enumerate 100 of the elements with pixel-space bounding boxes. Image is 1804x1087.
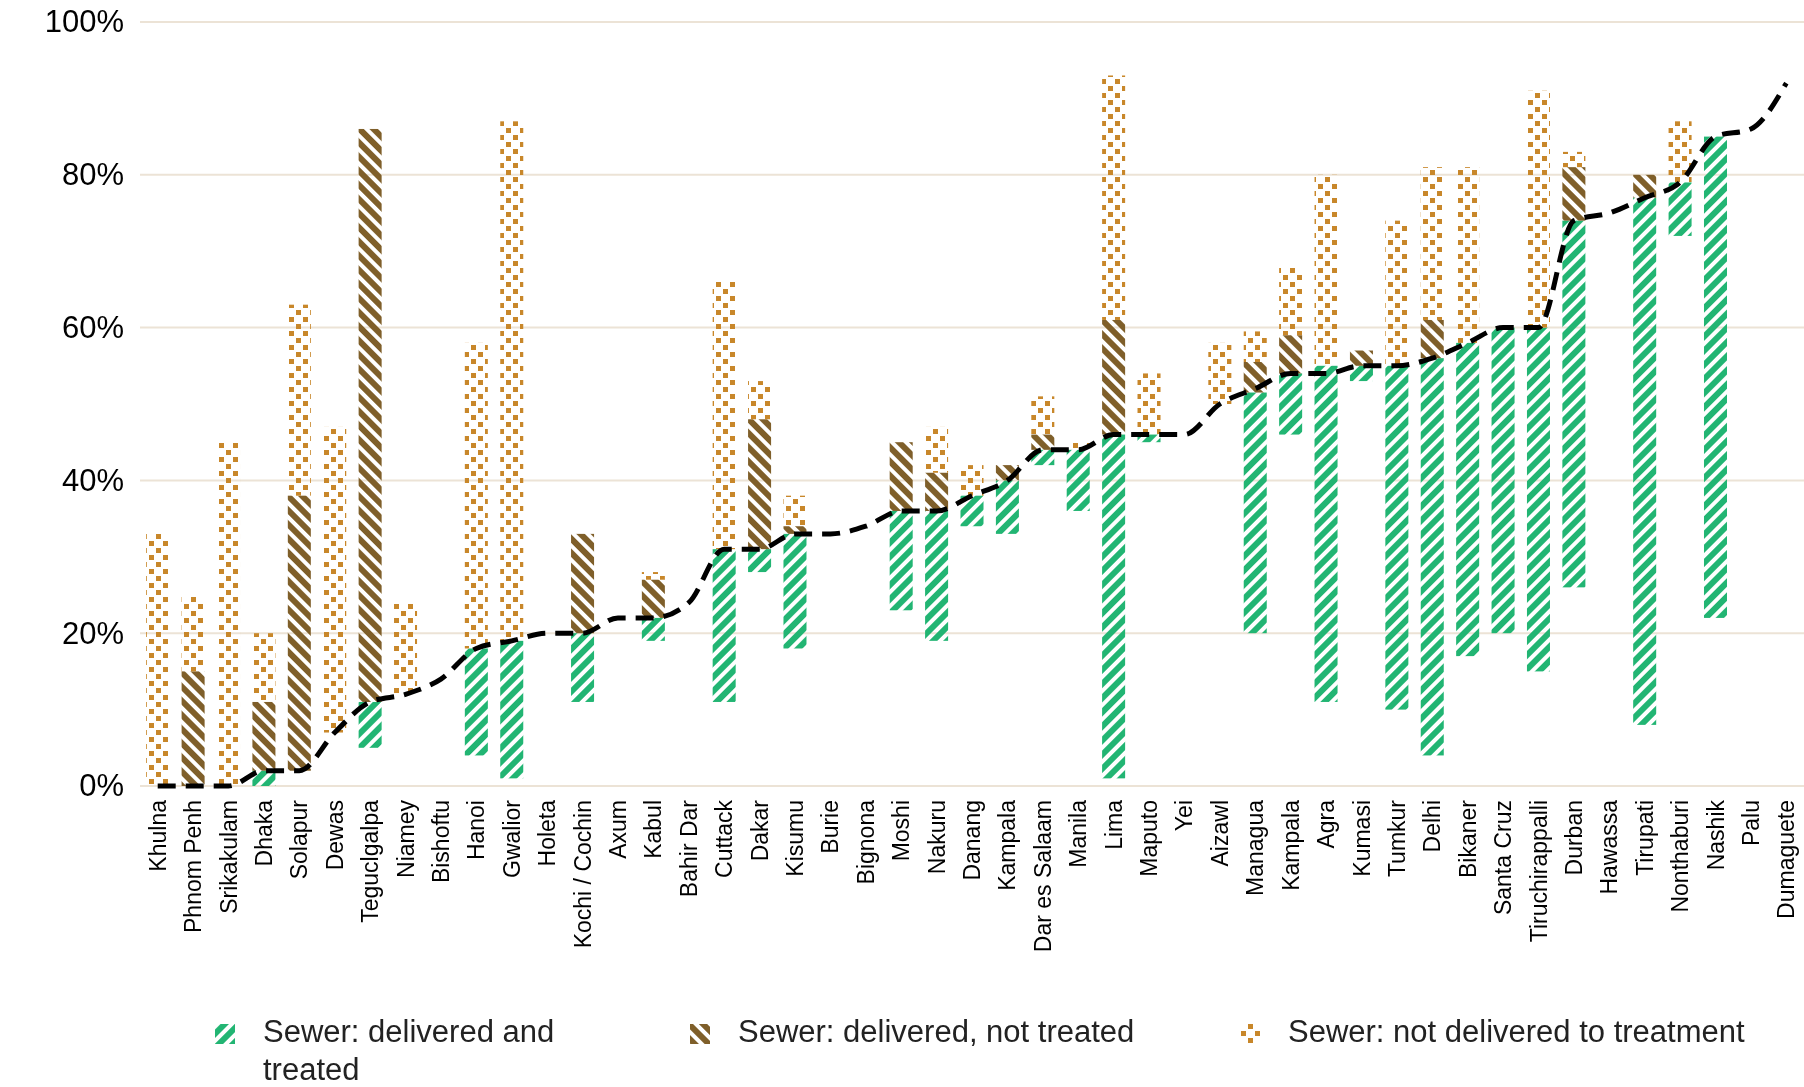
bar (889, 510, 913, 611)
x-tick-label: Maputo (1136, 800, 1163, 877)
bar (464, 648, 488, 756)
bar (1208, 342, 1232, 404)
y-tick-label: 20% (61, 615, 124, 651)
bar (500, 640, 524, 779)
y-tick-label: 60% (61, 310, 124, 346)
x-tick-label: Hawassa (1596, 799, 1623, 895)
legend-label: Sewer: delivered, not treated (738, 1014, 1135, 1049)
bar (995, 480, 1019, 534)
bar (1491, 327, 1515, 634)
bar (1633, 197, 1657, 725)
x-tick-label: Nashik (1702, 799, 1729, 871)
x-tick-label: Dewas (321, 800, 348, 871)
x-tick-label: Holeta (534, 799, 561, 867)
x-tick-label: Burie (817, 800, 844, 854)
x-tick-label: Dakar (746, 799, 773, 862)
x-tick-label: Kabul (640, 800, 667, 859)
bar (1668, 182, 1692, 236)
bar (960, 495, 984, 527)
x-tick-label: Aizawl (1206, 800, 1233, 867)
bar (1279, 335, 1303, 374)
bar (358, 128, 382, 702)
x-tick-label: Dar es Salaam (1029, 800, 1056, 953)
x-tick-label: Tirupati (1631, 800, 1658, 876)
bar (1031, 434, 1055, 450)
x-tick-label: Yei (1171, 800, 1198, 832)
x-tick-label: Kampala (994, 799, 1021, 891)
x-tick-label: Tumkur (1383, 799, 1410, 878)
x-tick-label: Dumaguete (1773, 800, 1800, 919)
bar (1279, 373, 1303, 435)
x-tick-label: Tiruchirappalli (1525, 800, 1552, 943)
bar (1102, 434, 1126, 779)
x-tick-label: Kumasi (1348, 800, 1375, 877)
x-tick-label: Managua (1242, 799, 1269, 896)
x-tick-label: Kampala (1277, 799, 1304, 891)
bar (889, 442, 913, 511)
x-tick-label: Palu (1737, 800, 1764, 847)
bar (1562, 220, 1586, 588)
x-tick-label: Kisumu (782, 800, 809, 877)
x-tick-label: Bignona (852, 799, 879, 885)
x-tick-label: Delhi (1419, 800, 1446, 853)
x-tick-label: Phnom Penh (180, 800, 207, 933)
bar (925, 510, 949, 641)
x-tick-label: Santa Cruz (1490, 800, 1517, 916)
bar (1456, 342, 1480, 657)
bar (748, 419, 772, 550)
bar (925, 472, 949, 511)
x-tick-label: Khulna (144, 799, 171, 872)
x-tick-label: Hanoi (463, 800, 490, 861)
bar (571, 533, 595, 634)
bar (571, 633, 595, 702)
x-tick-label: Kochi / Cochin (569, 800, 596, 949)
x-tick-label: Moshi (888, 800, 915, 862)
bar (641, 579, 665, 618)
bar (1420, 319, 1444, 359)
x-tick-label: Dhaka (250, 799, 277, 867)
x-tick-label: Manila (1065, 799, 1092, 868)
bar (358, 701, 382, 748)
bar (712, 549, 736, 702)
bar (641, 617, 665, 641)
bar (783, 533, 807, 649)
x-tick-label: Durban (1560, 800, 1587, 876)
bar (1456, 167, 1480, 343)
bar (1526, 90, 1550, 328)
x-tick-label: Agra (1313, 799, 1340, 849)
legend-label: Sewer: not delivered to treatment (1288, 1014, 1746, 1049)
bar (1314, 365, 1338, 702)
bar (1562, 167, 1586, 221)
bar (1243, 392, 1267, 634)
bar (252, 633, 276, 702)
x-tick-label: Niamey (392, 799, 419, 878)
y-tick-label: 100% (44, 4, 124, 40)
x-tick-label: Bishoftu (427, 800, 454, 884)
y-tick-label: 0% (79, 768, 124, 804)
legend-label: Sewer: delivered and treated (263, 1014, 555, 1087)
x-tick-label: Bikaner (1454, 799, 1481, 878)
bar (1066, 449, 1090, 511)
x-tick-label: Srikakulam (215, 800, 242, 914)
bar (1243, 361, 1267, 393)
bar (252, 701, 276, 771)
bar (1385, 365, 1409, 710)
bar (1420, 358, 1444, 756)
bar (181, 671, 205, 786)
bar (287, 495, 311, 771)
bar (1102, 319, 1126, 435)
bar (1420, 167, 1444, 320)
x-tick-label: Axum (605, 800, 632, 859)
x-tick-label: Bahir Dar (675, 799, 702, 898)
bar (1703, 136, 1727, 618)
x-tick-label: Solapur (286, 799, 313, 880)
bar (748, 549, 772, 573)
y-tick-label: 80% (61, 157, 124, 193)
x-tick-label: Nonthaburi (1667, 800, 1694, 913)
x-tick-label: Nakuru (923, 800, 950, 875)
x-tick-label: Teguclgalpa (357, 799, 384, 923)
x-tick-label: Cuttack (711, 799, 738, 878)
x-tick-label: Gwalior (498, 799, 525, 878)
x-tick-label: Danang (959, 800, 986, 881)
bar (1526, 327, 1550, 672)
